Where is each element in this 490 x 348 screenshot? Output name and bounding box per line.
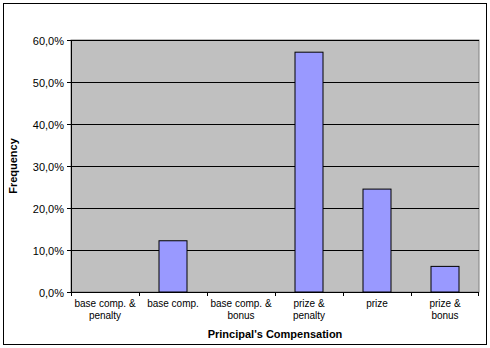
y-tick xyxy=(67,124,71,125)
bar xyxy=(431,266,459,292)
bar xyxy=(227,292,255,293)
x-tick xyxy=(139,292,140,296)
y-tick xyxy=(67,208,71,209)
x-tick xyxy=(275,292,276,296)
x-tick-label: prize &penalty xyxy=(293,298,325,321)
chart-svg: 0,0% 10,0% 20,0% 30,0% 40,0% 50,0% 60,0% base c… xyxy=(0,0,490,348)
grid-line xyxy=(71,124,479,125)
grid-line xyxy=(71,40,479,41)
bar xyxy=(91,292,119,293)
y-tick xyxy=(67,250,71,251)
bars xyxy=(159,52,459,292)
x-tick-label-line: bonus xyxy=(431,310,458,321)
chart-root: 0,0% 10,0% 20,0% 30,0% 40,0% 50,0% 60,0% base c… xyxy=(0,0,490,348)
y-tick-label: 50,0% xyxy=(33,77,64,89)
x-tick-label: base comp. &penalty xyxy=(74,298,135,321)
y-tick-label: 0,0% xyxy=(39,287,64,299)
x-tick-label-line: penalty xyxy=(89,310,121,321)
y-tick xyxy=(67,166,71,167)
x-tick-label-line: prize xyxy=(366,298,388,309)
grid-line xyxy=(71,166,479,167)
x-tick-label: prize xyxy=(366,298,388,309)
grid-line xyxy=(71,82,479,83)
x-tick xyxy=(343,292,344,296)
y-tick xyxy=(67,40,71,41)
y-axis-title: Frequency xyxy=(7,137,19,194)
y-tick-label: 30,0% xyxy=(33,161,64,173)
x-tick xyxy=(478,292,479,296)
x-tick-label-line: base comp. & xyxy=(210,298,271,309)
x-tick-label-line: base comp. xyxy=(147,298,199,309)
grid-line xyxy=(71,250,479,251)
y-tick-label: 60,0% xyxy=(33,35,64,47)
bar xyxy=(295,52,323,292)
bar xyxy=(363,189,391,292)
x-tick xyxy=(411,292,412,296)
plot-area xyxy=(71,40,479,292)
x-tick-label-line: prize & xyxy=(293,298,324,309)
bar xyxy=(159,241,187,292)
chart-frame xyxy=(4,4,487,345)
grid-line xyxy=(71,208,479,209)
x-tick-label: prize &bonus xyxy=(429,298,460,321)
x-tick-label: base comp. xyxy=(147,298,199,309)
y-tick-label: 20,0% xyxy=(33,203,64,215)
x-axis-title: Principal's Compensation xyxy=(208,328,343,340)
y-tick xyxy=(67,82,71,83)
x-tick-label-line: prize & xyxy=(429,298,460,309)
x-tick-label: base comp. &bonus xyxy=(210,298,271,321)
y-tick xyxy=(67,292,71,293)
x-tick xyxy=(207,292,208,296)
y-tick-label: 40,0% xyxy=(33,119,64,131)
x-tick-label-line: bonus xyxy=(227,310,254,321)
y-axis xyxy=(71,40,72,292)
x-tick-label-line: base comp. & xyxy=(74,298,135,309)
y-tick-label: 10,0% xyxy=(33,245,64,257)
x-tick-label-line: penalty xyxy=(293,310,325,321)
x-tick xyxy=(71,292,72,296)
